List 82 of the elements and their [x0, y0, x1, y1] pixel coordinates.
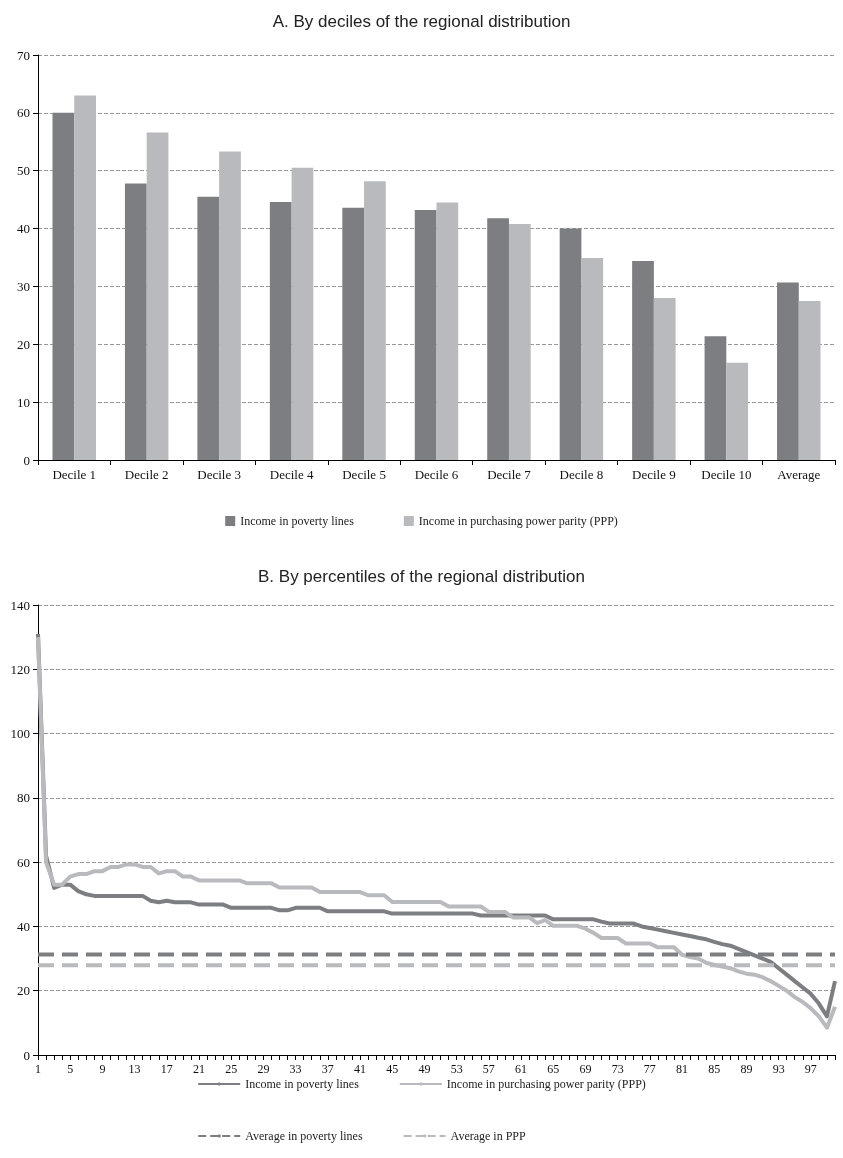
bar — [704, 336, 727, 460]
x-tick-label: 61 — [515, 1062, 528, 1076]
x-tick-label: 49 — [418, 1062, 431, 1076]
bar — [74, 95, 96, 460]
bar — [364, 181, 386, 460]
bar — [487, 218, 509, 460]
chart-title: A. By deciles of the regional distribution — [272, 12, 571, 31]
y-tick-label: 120 — [10, 661, 30, 677]
x-tick-label: 41 — [354, 1062, 367, 1076]
legend-label: Income in purchasing power parity (PPP) — [446, 1077, 646, 1091]
x-tick-label: 45 — [386, 1062, 399, 1076]
x-tick-label: 69 — [579, 1062, 592, 1076]
chart-title: B. By percentiles of the regional distribution — [258, 567, 585, 586]
x-tick-label: Decile 8 — [559, 467, 604, 482]
x-tick-label: 77 — [643, 1062, 656, 1076]
bar — [798, 300, 821, 460]
x-tick-label: 37 — [321, 1062, 334, 1076]
x-tick-label: 65 — [547, 1062, 560, 1076]
x-tick-label: Decile 3 — [197, 467, 241, 482]
x-tick-label: 93 — [772, 1062, 785, 1076]
x-tick-label: 73 — [611, 1062, 624, 1076]
x-tick-label: Decile 6 — [414, 467, 459, 482]
y-tick-label: 50 — [17, 163, 30, 179]
x-tick-label: 13 — [128, 1062, 141, 1076]
x-tick-label: 17 — [160, 1062, 173, 1076]
bar — [436, 202, 459, 460]
bar — [291, 167, 314, 460]
bar — [197, 196, 220, 460]
legend-label: Income in poverty lines — [245, 1077, 360, 1091]
bar — [414, 210, 437, 460]
y-tick-label: 70 — [17, 47, 30, 63]
x-tick-label: 57 — [482, 1062, 495, 1076]
y-tick-label: 20 — [17, 336, 30, 352]
x-tick-label: 25 — [225, 1062, 238, 1076]
bar — [632, 260, 654, 460]
bar — [269, 201, 292, 460]
y-tick-label: 0 — [23, 452, 30, 468]
y-tick-label: 40 — [17, 918, 30, 934]
x-tick-label: Average — [777, 467, 821, 482]
legend-label: Average in poverty lines — [245, 1129, 363, 1143]
x-tick-label: Decile 9 — [632, 467, 676, 482]
y-tick-label: 60 — [17, 105, 30, 121]
bar — [508, 223, 531, 460]
y-tick-label: 0 — [23, 1047, 30, 1063]
x-tick-label: 5 — [67, 1062, 74, 1076]
x-tick-label: 29 — [257, 1062, 270, 1076]
legend-label: Average in PPP — [450, 1129, 527, 1143]
x-tick-label: Decile 7 — [487, 467, 532, 482]
x-tick-label: 33 — [289, 1062, 302, 1076]
y-tick-label: 30 — [17, 278, 30, 294]
bar — [777, 282, 799, 460]
x-tick-label: Decile 5 — [342, 467, 386, 482]
y-tick-label: 100 — [10, 726, 30, 742]
y-tick-label: 10 — [17, 394, 30, 410]
bar — [219, 151, 241, 460]
y-tick-label: 60 — [17, 854, 30, 870]
x-tick-label: 81 — [676, 1062, 689, 1076]
bar — [653, 298, 676, 460]
y-tick-label: 40 — [17, 221, 30, 237]
x-tick-label: Decile 10 — [701, 467, 752, 482]
y-tick-label: 140 — [10, 597, 30, 613]
x-tick-label: 53 — [450, 1062, 463, 1076]
x-tick-label: Decile 4 — [269, 467, 314, 482]
x-tick-label: 89 — [740, 1062, 753, 1076]
x-tick-label: Decile 1 — [52, 467, 97, 482]
y-tick-label: 20 — [17, 983, 30, 999]
legend-label: Income in purchasing power parity (PPP) — [418, 514, 618, 528]
x-tick-label: 85 — [708, 1062, 721, 1076]
x-tick-label: 97 — [804, 1062, 817, 1076]
bar — [559, 228, 582, 460]
x-tick-label: Decile 2 — [124, 467, 169, 482]
bar — [726, 362, 749, 460]
x-tick-label: 9 — [99, 1062, 106, 1076]
y-tick-label: 80 — [17, 790, 30, 806]
bar — [52, 112, 75, 460]
bar — [581, 258, 604, 460]
x-tick-label: 21 — [193, 1062, 206, 1076]
x-tick-label: 1 — [35, 1062, 41, 1076]
legend-label: Income in poverty lines — [240, 514, 355, 528]
bar — [124, 183, 147, 460]
bar — [146, 132, 169, 460]
bar — [342, 207, 365, 460]
